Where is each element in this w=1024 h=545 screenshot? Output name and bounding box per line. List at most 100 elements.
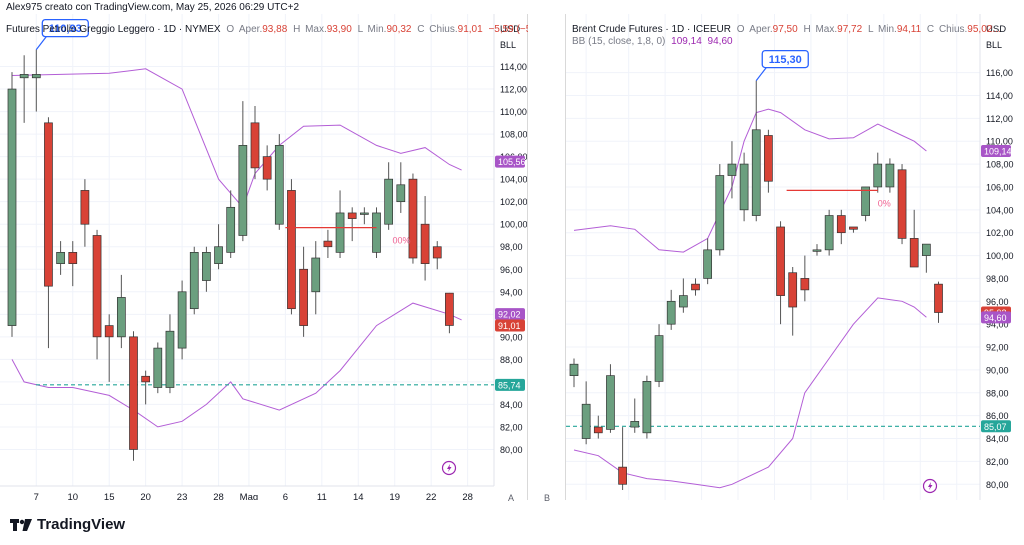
candle-body-up [873, 163, 883, 188]
candle-body-up [678, 295, 688, 308]
y-tick-label: 110,00 [986, 137, 1013, 147]
y-tick-label: 104,00 [500, 175, 527, 185]
candle [897, 164, 907, 245]
legend-right-symbol: Brent Crude Futures · 1D · ICEEUR [572, 24, 731, 35]
legend-right-h-text: Max. [815, 24, 838, 35]
candle-body-down [593, 426, 603, 434]
candle [727, 141, 737, 199]
legend-left-c-text: Chius. [429, 24, 458, 35]
candle [226, 190, 236, 258]
price-tag [981, 420, 1011, 433]
candle-body-up [202, 252, 211, 281]
callout-pointer [35, 36, 47, 50]
candle-body-up [921, 243, 931, 256]
creator-text: Alex975 creato con TradingView.com, May … [6, 2, 300, 13]
candle-body-up [630, 421, 640, 428]
y-tick-label: 110,00 [500, 107, 527, 117]
candle-body-up [359, 212, 369, 215]
x-tick-label: 28 [462, 492, 473, 500]
price-tag [495, 378, 525, 391]
legend-right-c-label: C [926, 24, 935, 35]
y-tick-label: 108,00 [986, 160, 1014, 170]
legend-left-o-label: O [226, 24, 235, 35]
tradingview-logo[interactable]: TradingView [10, 516, 125, 533]
candle [776, 221, 785, 325]
candle [715, 164, 725, 256]
candle-body-down [445, 292, 454, 326]
y-tick-label: 90,00 [986, 365, 1009, 375]
x-tick-label: 15 [104, 492, 115, 500]
legend-right-o-val: 97,50 [772, 24, 798, 35]
candle-body-up [703, 249, 713, 279]
legend-left-c-val: 91,01 [457, 24, 483, 35]
candle-body-up [19, 74, 29, 79]
price-tag [981, 311, 1011, 324]
candle-body-down [909, 238, 919, 268]
y-tick-label: 88,00 [500, 355, 523, 365]
candle-body-down [129, 336, 138, 450]
candle-body-up [372, 212, 381, 253]
candle-body-up [274, 145, 284, 225]
lightning-glyph [447, 464, 452, 472]
candle [812, 244, 822, 256]
candle-body-down [44, 122, 53, 287]
candle-body-down [104, 325, 114, 338]
bb-upper-line [573, 108, 927, 253]
candle [921, 243, 931, 273]
legend-left: Futures Petrolio Greggio Leggero · 1D · … [6, 24, 557, 35]
chart-panel-right[interactable]: 80,00 82,00 84,00 86,00 88,00 90,00 92,00 94,00… [566, 14, 1018, 521]
callout-text: 110,93 [49, 23, 82, 35]
candle-body-down [934, 283, 943, 313]
candle-body-up [885, 163, 895, 188]
y-tick-label: 80,00 [986, 480, 1009, 490]
candle-body-down [836, 215, 846, 234]
bb-legend-label: BB (15, close, 1,8, 0) [572, 36, 666, 47]
candle-body-up [153, 347, 163, 388]
candle [384, 162, 394, 230]
legend-left-l-text: Min. [367, 24, 387, 35]
x-tick-label: 22 [426, 492, 437, 500]
x-tick-label: 19 [389, 492, 400, 500]
candle [323, 229, 333, 258]
lightning-glyph [928, 482, 933, 490]
bb-legend-right: BB (15, close, 1,8, 0) 109,14 94,60 [572, 36, 733, 47]
price-tag-text: 109,14 [984, 147, 1012, 157]
y-tick-label: 102,00 [500, 197, 527, 207]
chart-panel-left[interactable]: 80,0082,0084,0086,0088,0090,0092,0094,00… [0, 14, 557, 503]
candle-body-up [715, 175, 725, 251]
price-tag-text: 94,60 [984, 313, 1007, 323]
footer: TradingView A B [0, 493, 1024, 545]
candle-body-down [849, 226, 858, 230]
candle [262, 145, 272, 191]
tradingview-logo-icon [10, 518, 32, 532]
candle-body-down [776, 226, 785, 296]
y-tick-label: 90,00 [500, 332, 523, 342]
candle-body-down [80, 190, 90, 225]
legend-right-h-val: 97,72 [837, 24, 863, 35]
x-tick-label: 28 [213, 492, 224, 500]
chart-left-canvas[interactable]: 80,0082,0084,0086,0088,0090,0092,0094,00… [0, 14, 528, 503]
candle [934, 281, 943, 323]
unit-label: BLL [986, 40, 1002, 50]
y-tick-label: 96,00 [986, 297, 1009, 307]
candle [739, 152, 749, 222]
candle-body-up [56, 252, 65, 264]
candle-body-down [408, 178, 418, 259]
candle [678, 278, 688, 313]
axis-button-b[interactable]: B [544, 493, 551, 503]
axis-button-a[interactable]: A [508, 493, 515, 503]
y-tick-label: 106,00 [986, 182, 1014, 192]
y-tick-label: 112,00 [500, 85, 527, 95]
candle-body-down [141, 375, 151, 383]
chart-right-canvas[interactable]: 80,00 82,00 84,00 86,00 88,00 90,00 92,00 94,00… [566, 14, 1018, 521]
price-tag [495, 308, 525, 321]
candle [372, 207, 381, 258]
legend-left-o-val: 93,88 [262, 24, 288, 35]
y-tick-label: 82,00 [500, 422, 523, 432]
candle-body-down [691, 283, 700, 291]
candle [250, 105, 260, 180]
bb-lower-line [11, 302, 462, 428]
candle-body-up [581, 403, 591, 439]
candle [849, 226, 858, 233]
candle [885, 158, 895, 193]
